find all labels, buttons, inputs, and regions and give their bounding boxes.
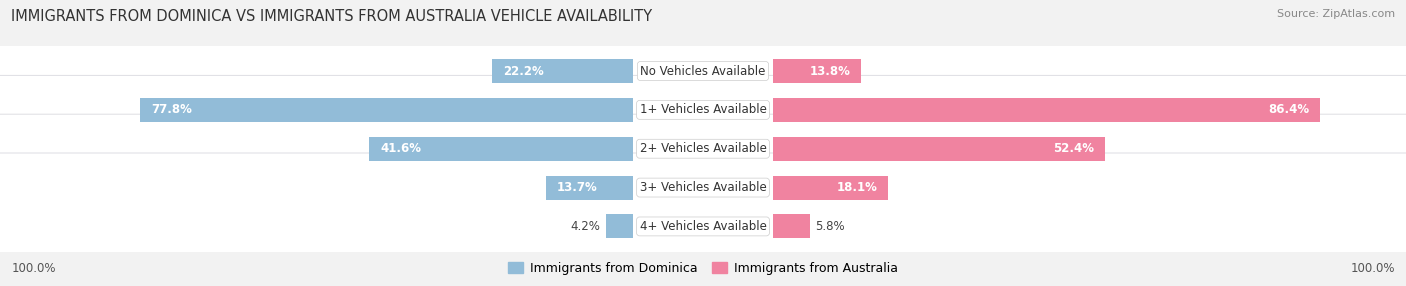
- FancyBboxPatch shape: [0, 114, 1406, 261]
- Text: 5.8%: 5.8%: [815, 220, 845, 233]
- Text: Source: ZipAtlas.com: Source: ZipAtlas.com: [1277, 9, 1395, 19]
- FancyBboxPatch shape: [0, 75, 1406, 222]
- Text: 52.4%: 52.4%: [1053, 142, 1094, 155]
- Bar: [773, 137, 1105, 161]
- Bar: [773, 214, 810, 239]
- Text: 100.0%: 100.0%: [1350, 262, 1395, 275]
- Text: 77.8%: 77.8%: [150, 103, 191, 116]
- Text: 1+ Vehicles Available: 1+ Vehicles Available: [640, 103, 766, 116]
- FancyBboxPatch shape: [0, 153, 1406, 286]
- Text: 4+ Vehicles Available: 4+ Vehicles Available: [640, 220, 766, 233]
- Bar: [370, 137, 633, 161]
- Legend: Immigrants from Dominica, Immigrants from Australia: Immigrants from Dominica, Immigrants fro…: [503, 257, 903, 280]
- Text: 18.1%: 18.1%: [837, 181, 877, 194]
- Bar: [546, 176, 633, 200]
- Bar: [773, 176, 887, 200]
- Text: No Vehicles Available: No Vehicles Available: [640, 65, 766, 78]
- Text: 13.8%: 13.8%: [810, 65, 851, 78]
- FancyBboxPatch shape: [0, 0, 1406, 144]
- FancyBboxPatch shape: [0, 36, 1406, 183]
- Text: 3+ Vehicles Available: 3+ Vehicles Available: [640, 181, 766, 194]
- Bar: [492, 59, 633, 83]
- Text: 4.2%: 4.2%: [571, 220, 600, 233]
- Bar: [773, 59, 860, 83]
- Bar: [773, 98, 1320, 122]
- Text: 86.4%: 86.4%: [1268, 103, 1309, 116]
- Text: 100.0%: 100.0%: [11, 262, 56, 275]
- Text: IMMIGRANTS FROM DOMINICA VS IMMIGRANTS FROM AUSTRALIA VEHICLE AVAILABILITY: IMMIGRANTS FROM DOMINICA VS IMMIGRANTS F…: [11, 9, 652, 23]
- Text: 22.2%: 22.2%: [503, 65, 544, 78]
- Bar: [606, 214, 633, 239]
- Text: 13.7%: 13.7%: [557, 181, 598, 194]
- Bar: [141, 98, 633, 122]
- Text: 2+ Vehicles Available: 2+ Vehicles Available: [640, 142, 766, 155]
- Text: 41.6%: 41.6%: [380, 142, 420, 155]
